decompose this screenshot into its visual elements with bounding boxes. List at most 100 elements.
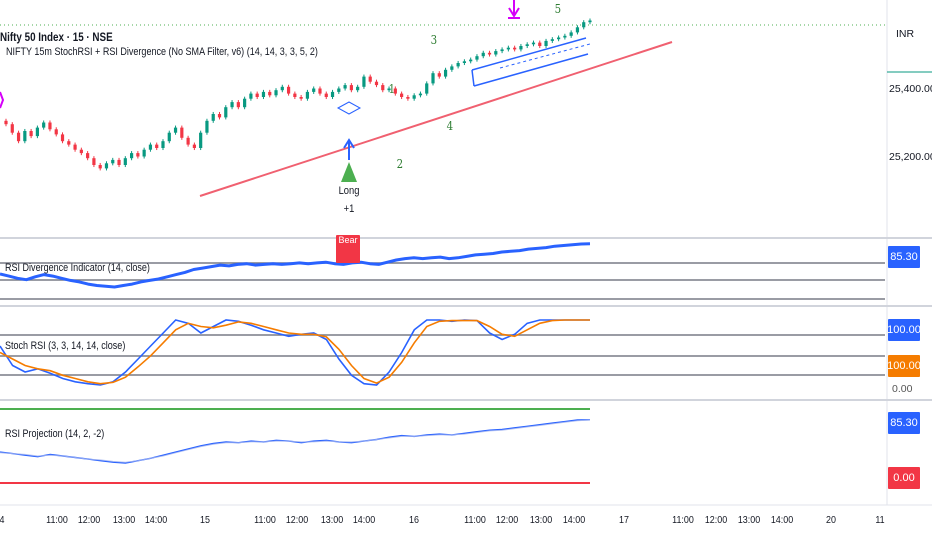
candle-body-36 [230, 102, 234, 108]
time-tick-2: 12:00 [77, 514, 101, 526]
stoch-d-badge: 100.00 [887, 355, 921, 377]
candle-body-77 [487, 52, 492, 55]
time-tick-1: 11:00 [46, 514, 68, 526]
time-tick-18: 13:00 [737, 514, 761, 526]
time-tick-15: 17 [619, 514, 629, 526]
time-tick-21: 11 [875, 514, 885, 526]
candle-body-38 [243, 98, 247, 108]
candle-body-39 [249, 93, 253, 99]
candle-body-37 [236, 102, 240, 108]
candle-body-35 [224, 107, 228, 118]
projection-zero-badge: 0.00 [888, 467, 920, 489]
projection-rsi-badge: 85.30 [888, 412, 920, 434]
candle-body-52 [330, 91, 335, 97]
candle-body-93 [588, 20, 592, 23]
candle-body-9 [60, 134, 65, 142]
symbol-title[interactable]: Nifty 50 Index · 15 · NSE [0, 30, 113, 44]
time-tick-4: 14:00 [144, 514, 168, 526]
long-entry-marker [336, 101, 362, 115]
exit-marker-arrow [508, 0, 520, 18]
candle-body-28 [180, 127, 184, 138]
candle-body-43 [274, 90, 278, 96]
candle-body-11 [73, 144, 77, 150]
currency-label[interactable]: INR [896, 28, 915, 40]
candle-body-61 [387, 88, 391, 91]
channel-mid-dash [499, 43, 591, 69]
price-tick-25400: 25,400.00 [889, 83, 932, 95]
candle-body-69 [437, 73, 441, 77]
strategy-title[interactable]: NIFTY 15m StochRSI + RSI Divergence (No … [6, 46, 318, 58]
candle-body-89 [563, 35, 567, 38]
candle-body-88 [557, 37, 561, 40]
candle-body-75 [475, 56, 479, 60]
long-signal-label[interactable]: Long [338, 185, 360, 197]
rsi-line [0, 242, 591, 289]
candle-body-64 [406, 97, 410, 99]
price-tick-25200: 25,200.00 [889, 151, 932, 163]
candle-body-24 [155, 144, 159, 148]
time-tick-12: 12:00 [495, 514, 519, 526]
time-tick-17: 12:00 [704, 514, 728, 526]
candle-body-4 [29, 131, 33, 137]
candle-body-20 [129, 153, 134, 159]
time-tick-5: 15 [200, 514, 210, 526]
time-tick-6: 11:00 [254, 514, 276, 526]
candle-body-85 [538, 42, 542, 46]
candle-body-23 [148, 144, 153, 150]
candle-body-83 [525, 44, 529, 46]
time-tick-20: 20 [826, 514, 836, 526]
candle-body-73 [462, 61, 467, 63]
candle-body-13 [86, 153, 90, 159]
candle-body-41 [261, 91, 266, 97]
time-tick-3: 13:00 [112, 514, 136, 526]
candle-body-72 [456, 63, 460, 67]
candle-body-67 [425, 83, 429, 94]
candle-body-86 [544, 40, 548, 46]
candle-body-1 [10, 124, 14, 133]
candle-body-17 [111, 159, 115, 164]
candle-body-66 [418, 93, 423, 96]
candle-body-57 [362, 76, 366, 87]
time-tick-9: 14:00 [352, 514, 376, 526]
candle-body-78 [494, 51, 498, 55]
time-tick-10: 16 [409, 514, 419, 526]
candle-body-42 [268, 91, 272, 96]
stoch-k-line [0, 319, 590, 386]
candle-body-54 [343, 85, 347, 89]
projection-rsi-smooth-line [0, 419, 591, 463]
rsi-pane-title[interactable]: RSI Divergence Indicator (14, close) [5, 262, 150, 274]
candle-body-82 [519, 46, 523, 50]
candle-body-79 [500, 49, 504, 52]
stoch-k-badge: 100.00 [887, 319, 921, 341]
candle-body-3 [23, 131, 27, 142]
channel-lower [473, 53, 589, 87]
candle-body-26 [167, 132, 171, 142]
candle-body-92 [582, 22, 586, 28]
candle-body-87 [550, 39, 554, 41]
candle-body-62 [393, 88, 397, 94]
projection-pane-title[interactable]: RSI Projection (14, 2, -2) [5, 428, 105, 440]
channel-upper [471, 37, 587, 71]
candle-body-74 [469, 59, 473, 62]
candle-body-14 [92, 158, 96, 165]
price-pane [0, 0, 673, 197]
stoch-pane-title[interactable]: Stoch RSI (3, 3, 14, 14, close) [5, 340, 126, 352]
wave-label-1: 1 [388, 82, 396, 96]
candle-body-91 [575, 27, 580, 33]
candle-body-45 [286, 86, 291, 94]
candle-body-47 [299, 97, 303, 99]
stoch-d-line [0, 319, 590, 385]
long-signal-qty: +1 [343, 203, 355, 215]
candle-body-32 [205, 120, 209, 133]
bear-signal-badge[interactable]: Bear [336, 235, 360, 263]
trend-line [199, 41, 673, 197]
candle-body-30 [192, 144, 196, 148]
candle-body-58 [368, 76, 372, 82]
time-tick-19: 14:00 [770, 514, 794, 526]
candle-body-31 [199, 132, 203, 148]
candle-body-68 [431, 73, 435, 84]
candle-body-10 [67, 141, 71, 145]
candle-body-18 [117, 159, 121, 165]
candle-body-27 [173, 127, 178, 133]
